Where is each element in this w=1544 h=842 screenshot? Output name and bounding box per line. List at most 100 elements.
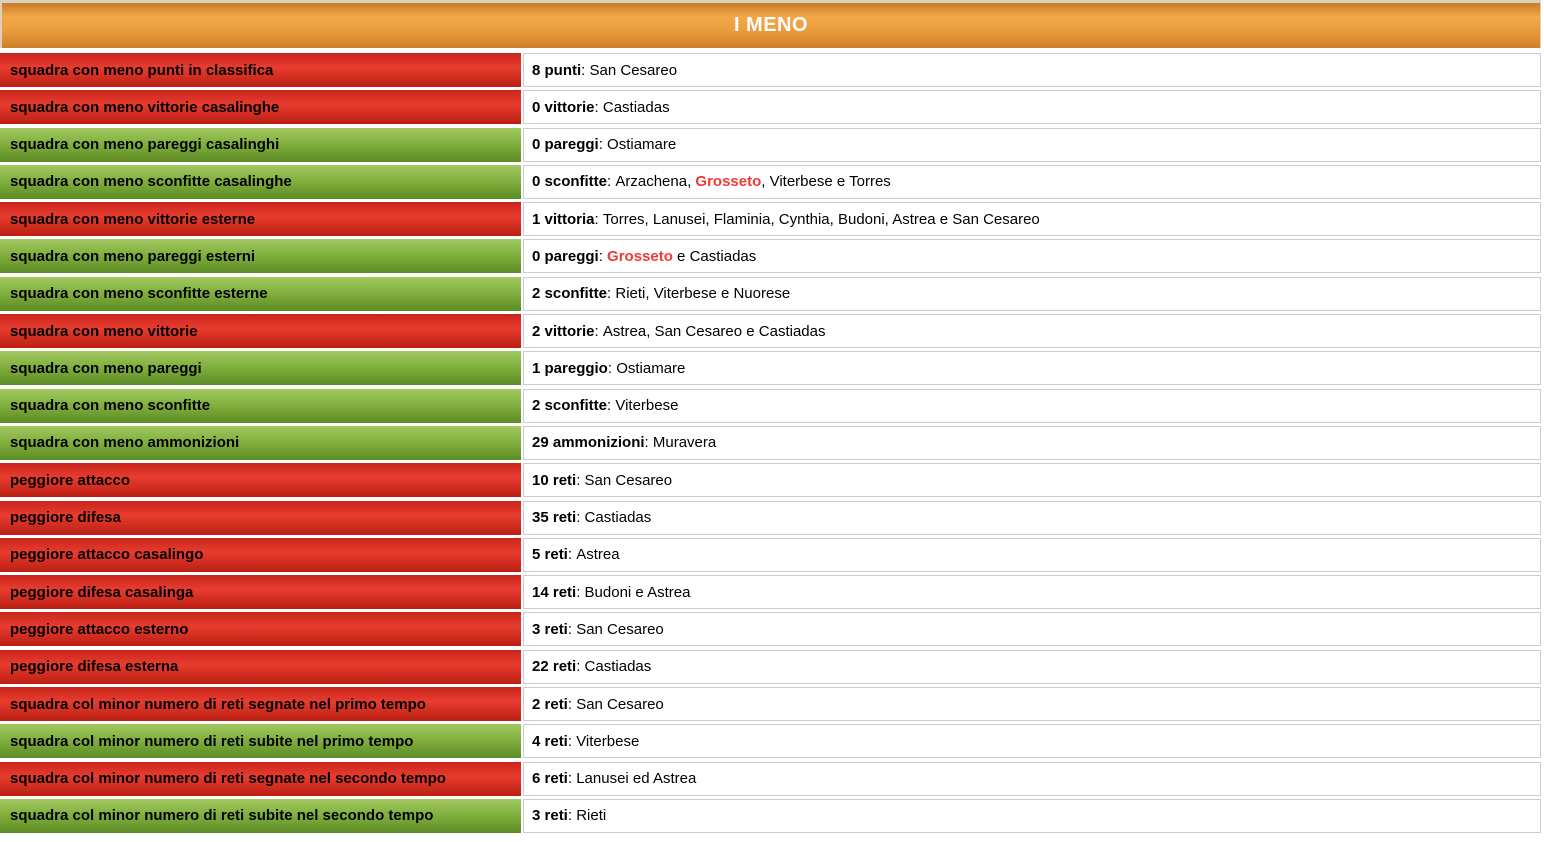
stat-separator: :: [644, 434, 653, 452]
stat-separator: :: [567, 620, 577, 638]
team-name-text: San Cesareo: [576, 620, 664, 638]
team-name-text: Ostiamare: [616, 359, 686, 377]
table-row: squadra con meno punti in classifica 8 p…: [0, 53, 1541, 87]
team-names: Torres, Lanusei, Flaminia, Cynthia, Budo…: [603, 211, 1040, 228]
value-cell: 0 pareggi: Grosseto e Castiadas: [523, 239, 1541, 274]
table-row: squadra con meno sconfitte casalinghe 0 …: [0, 164, 1541, 199]
team-name-text: Rieti: [576, 807, 607, 825]
team-names: Muravera: [653, 434, 716, 451]
value-cell: 2 sconfitte: Rieti, Viterbese e Nuorese: [523, 276, 1541, 311]
team-names: Rieti, Viterbese e Nuorese: [615, 285, 790, 302]
stat-separator: :: [594, 98, 603, 116]
stat-separator: :: [567, 546, 577, 564]
category-label: peggiore difesa: [10, 509, 121, 527]
category-label: squadra con meno pareggi casalinghi: [10, 136, 280, 154]
table-title: I MENO: [733, 14, 809, 36]
team-names: Ostiamare: [607, 136, 676, 153]
table-row: peggiore difesa casalinga 14 reti: Budon…: [0, 575, 1541, 610]
stat-separator: :: [598, 247, 608, 265]
table-row: squadra col minor numero di reti subite …: [0, 724, 1541, 759]
table-row: squadra con meno pareggi 1 pareggio: Ost…: [0, 351, 1541, 386]
category-label: peggiore difesa esterna: [10, 658, 179, 676]
category-cell: peggiore attacco: [0, 463, 521, 498]
team-name-text: , Viterbese e Torres: [761, 173, 891, 191]
table-row: squadra con meno vittorie esterne 1 vitt…: [0, 202, 1541, 237]
stat-separator: :: [607, 397, 616, 415]
stat-value: 1 pareggio: [532, 359, 608, 377]
team-name-text: Castiadas: [602, 98, 670, 116]
category-cell: squadra con meno vittorie esterne: [0, 202, 521, 237]
stat-separator: :: [598, 136, 608, 154]
stat-value: 1 vittoria: [532, 210, 595, 228]
value-cell: 0 pareggi: Ostiamare: [523, 127, 1541, 162]
stat-separator: :: [607, 285, 616, 303]
stat-separator: :: [576, 583, 585, 601]
team-name-text: Torres, Lanusei, Flaminia, Cynthia, Budo…: [602, 210, 1040, 228]
stat-value: 10 reti: [532, 471, 577, 489]
category-cell: squadra con meno punti in classifica: [0, 53, 521, 87]
stat-value: 22 reti: [532, 658, 577, 676]
stat-value: 0 pareggi: [532, 136, 599, 154]
stat-separator: :: [594, 210, 603, 228]
stat-separator: :: [607, 359, 617, 377]
category-label: squadra con meno pareggi: [10, 359, 202, 377]
team-name-text: Castiadas: [584, 658, 652, 676]
stat-value: 5 reti: [532, 546, 568, 564]
team-names: Rieti: [576, 807, 606, 824]
category-cell: squadra con meno sconfitte esterne: [0, 276, 521, 311]
category-cell: squadra con meno vittorie casalinghe: [0, 90, 521, 125]
table-row: squadra con meno pareggi casalinghi 0 pa…: [0, 127, 1541, 162]
stat-separator: :: [576, 509, 585, 527]
table-row: squadra con meno vittorie 2 vittorie: As…: [0, 314, 1541, 349]
value-cell: 1 vittoria: Torres, Lanusei, Flaminia, C…: [523, 202, 1541, 237]
category-label: squadra con meno punti in classifica: [10, 61, 274, 79]
table-row: squadra col minor numero di reti segnate…: [0, 687, 1541, 722]
category-label: squadra col minor numero di reti segnate…: [10, 770, 446, 788]
category-label: squadra con meno sconfitte: [10, 397, 211, 415]
category-cell: squadra con meno pareggi esterni: [0, 239, 521, 274]
category-cell: squadra con meno vittorie: [0, 314, 521, 349]
team-names: Grosseto e Castiadas: [607, 248, 756, 265]
category-label: peggiore attacco esterno: [10, 620, 189, 638]
category-label: squadra con meno pareggi esterni: [10, 247, 256, 265]
team-names: Castiadas: [585, 509, 652, 526]
team-name-text: Castiadas: [584, 509, 652, 527]
team-name-text: Ostiamare: [607, 136, 677, 154]
team-names: Castiadas: [603, 99, 670, 116]
stat-separator: :: [594, 322, 603, 340]
value-cell: 2 reti: San Cesareo: [523, 687, 1541, 722]
stat-value: 0 pareggi: [532, 247, 599, 265]
stat-separator: :: [567, 732, 577, 750]
category-cell: peggiore difesa esterna: [0, 649, 521, 684]
team-name-highlighted: Grosseto: [695, 173, 762, 191]
stat-value: 2 vittorie: [532, 322, 595, 340]
category-cell: squadra col minor numero di reti subite …: [0, 798, 521, 833]
team-names: Ostiamare: [616, 360, 685, 377]
table-row: squadra col minor numero di reti segnate…: [0, 761, 1541, 796]
category-label: peggiore attacco casalingo: [10, 546, 204, 564]
table-row: peggiore attacco esterno 3 reti: San Ces…: [0, 612, 1541, 647]
stat-separator: :: [567, 770, 577, 788]
stat-separator: :: [567, 695, 577, 713]
table-body: squadra con meno punti in classifica 8 p…: [0, 53, 1541, 836]
team-name-text: Astrea: [576, 546, 620, 564]
category-label: squadra con meno ammonizioni: [10, 434, 240, 452]
category-label: squadra con meno vittorie casalinghe: [10, 98, 280, 116]
table-row: squadra con meno pareggi esterni 0 pareg…: [0, 239, 1541, 274]
table-row: squadra con meno sconfitte 2 sconfitte: …: [0, 388, 1541, 423]
stat-separator: :: [576, 658, 585, 676]
team-names: San Cesareo: [590, 62, 678, 79]
value-cell: 2 sconfitte: Viterbese: [523, 388, 1541, 423]
category-cell: squadra con meno ammonizioni: [0, 425, 521, 460]
team-names: Castiadas: [585, 658, 652, 675]
value-cell: 14 reti: Budoni e Astrea: [523, 575, 1541, 610]
category-label: squadra con meno vittorie esterne: [10, 210, 256, 228]
team-name-highlighted: Grosseto: [607, 247, 673, 265]
category-cell: squadra con meno pareggi: [0, 351, 521, 386]
team-name-text: e Castiadas: [672, 247, 757, 265]
category-cell: squadra col minor numero di reti segnate…: [0, 761, 521, 796]
category-cell: peggiore attacco casalingo: [0, 537, 521, 572]
team-name-text: Viterbese: [576, 732, 640, 750]
category-label: squadra con meno vittorie: [10, 322, 198, 340]
team-name-text: Astrea, San Cesareo e Castiadas: [602, 322, 826, 340]
